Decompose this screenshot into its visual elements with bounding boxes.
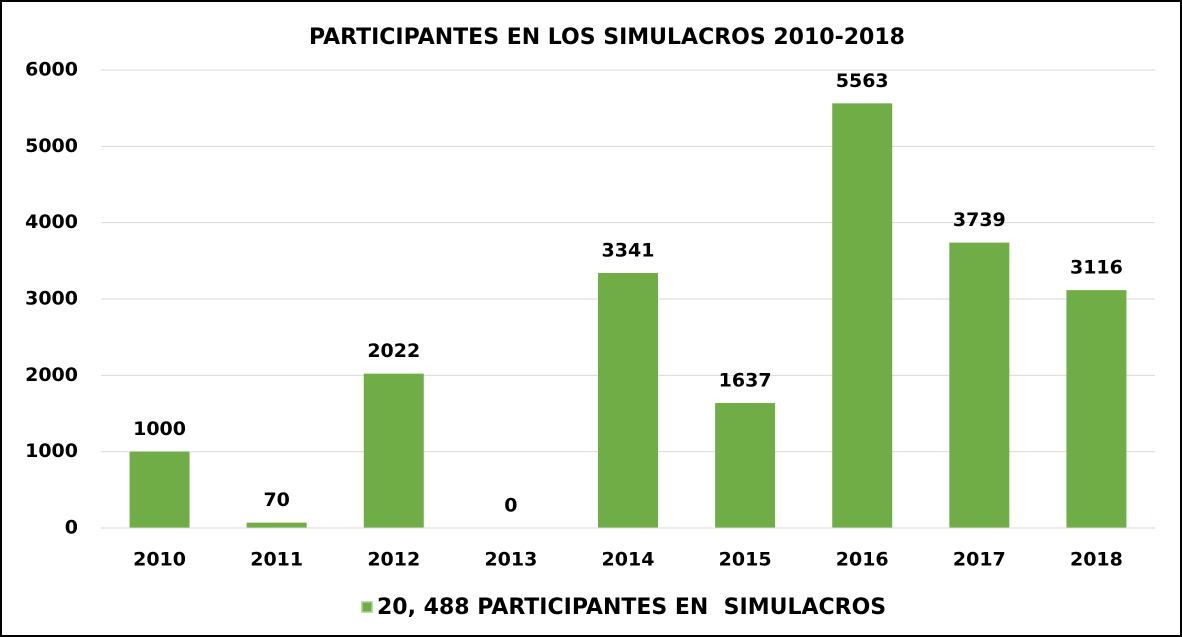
chart-title: PARTICIPANTES EN LOS SIMULACROS 2010-201… <box>309 25 905 50</box>
bar <box>246 522 307 528</box>
bar <box>832 103 893 528</box>
data-label: 2022 <box>367 340 420 362</box>
x-tick-label: 2018 <box>1070 549 1123 571</box>
data-label: 3739 <box>953 209 1006 231</box>
bar <box>129 451 190 528</box>
y-tick-label: 5000 <box>25 135 78 157</box>
data-label: 1637 <box>719 370 772 392</box>
data-label: 5563 <box>836 70 889 92</box>
bar <box>1066 290 1127 528</box>
bar <box>949 242 1010 528</box>
legend-label: 20, 488 PARTICIPANTES EN SIMULACROS <box>377 595 886 620</box>
y-tick-label: 6000 <box>25 59 78 81</box>
x-tick-label: 2017 <box>953 549 1006 571</box>
bar <box>363 373 424 528</box>
legend-marker <box>361 601 373 613</box>
x-tick-label: 2010 <box>133 549 186 571</box>
y-tick-label: 0 <box>65 517 78 539</box>
y-tick-label: 4000 <box>25 211 78 233</box>
y-tick-label: 1000 <box>25 440 78 462</box>
data-label: 3341 <box>602 239 655 261</box>
data-label: 3116 <box>1070 257 1123 279</box>
x-tick-label: 2012 <box>367 549 420 571</box>
data-label: 0 <box>504 495 517 517</box>
x-tick-label: 2011 <box>250 549 303 571</box>
data-label: 1000 <box>133 418 186 440</box>
bar <box>598 272 658 528</box>
x-tick-label: 2016 <box>836 549 889 571</box>
x-tick-label: 2015 <box>719 549 772 571</box>
bar <box>715 403 776 528</box>
data-label: 70 <box>263 489 289 511</box>
x-tick-label: 2013 <box>484 549 537 571</box>
y-tick-label: 3000 <box>25 288 78 310</box>
y-tick-label: 2000 <box>25 364 78 386</box>
x-tick-label: 2014 <box>602 549 655 571</box>
